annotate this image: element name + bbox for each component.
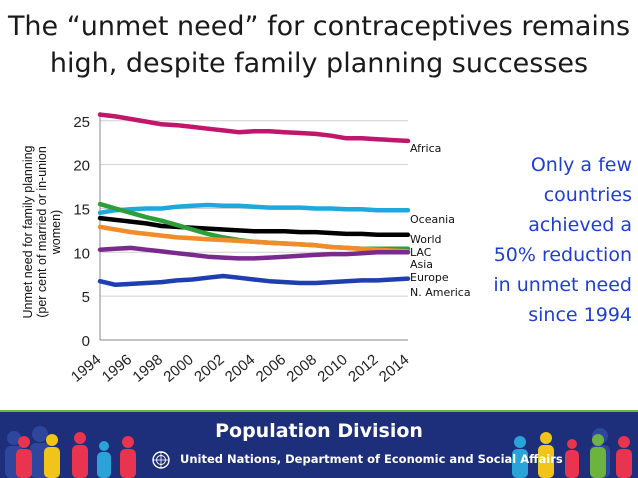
x-tick-label-2008: 2008 <box>284 351 320 385</box>
series-line-oceania <box>97 202 411 216</box>
callout-line-3: achieved a <box>528 214 632 236</box>
chart-axes: 0510152025199419961998200020022004200620… <box>68 112 412 386</box>
people-figures-decoration <box>5 426 632 478</box>
x-tick-label-2002: 2002 <box>191 351 227 385</box>
slide-title: The “unmet need” for contraceptives rema… <box>0 8 638 82</box>
x-tick-label-2006: 2006 <box>253 351 289 385</box>
y-tick-label-15: 15 <box>73 201 90 218</box>
slide-title-line-1: The “unmet need” for contraceptives rema… <box>7 11 631 42</box>
y-axis-title: Unmet need for family planning(per cent … <box>21 145 63 318</box>
callout-line-1: Only a few <box>530 154 632 176</box>
series-label-africa: Africa <box>410 142 441 155</box>
callout-line-6: since 1994 <box>528 304 632 326</box>
footer-banner <box>0 412 638 478</box>
y-tick-label-20: 20 <box>73 158 90 175</box>
y-axis-title-line-3: women) <box>49 210 63 255</box>
x-tick-label-2012: 2012 <box>345 351 381 385</box>
y-tick-label-25: 25 <box>73 114 90 131</box>
slide-title-line-2: high, despite family planning successes <box>49 48 589 79</box>
y-axis-title-line-2: (per cent of married or in-union <box>35 146 49 318</box>
y-tick-label-10: 10 <box>73 245 90 262</box>
x-tick-label-2010: 2010 <box>314 351 350 385</box>
series-line-africa <box>97 112 411 144</box>
x-tick-label-1998: 1998 <box>130 351 166 385</box>
x-tick-label-1996: 1996 <box>99 351 135 385</box>
callout-line-5: in unmet need <box>493 274 632 296</box>
unmet-need-line-chart: 0510152025199419961998200020022004200620… <box>21 112 471 386</box>
series-label-n-america: N. America <box>410 286 471 299</box>
callout-line-4: 50% reduction <box>493 244 632 266</box>
series-label-world: World <box>410 233 442 246</box>
x-tick-label-2004: 2004 <box>222 351 258 385</box>
series-label-lac: LAC <box>410 246 432 259</box>
y-tick-label-0: 0 <box>82 333 90 350</box>
chart-series <box>97 112 411 288</box>
series-line-n-america <box>97 273 411 288</box>
chart-y-axis-title: Unmet need for family planning(per cent … <box>21 145 63 318</box>
x-tick-label-2000: 2000 <box>160 351 196 385</box>
un-emblem-icon <box>152 451 170 469</box>
series-label-oceania: Oceania <box>410 213 455 226</box>
x-tick-label-2014: 2014 <box>376 351 412 385</box>
footer-title: Population Division <box>215 420 423 442</box>
x-tick-label-1994: 1994 <box>68 351 104 385</box>
y-tick-label-5: 5 <box>82 289 90 306</box>
series-label-asia: Asia <box>410 258 433 271</box>
y-axis-title-line-1: Unmet need for family planning <box>21 145 35 318</box>
footer-subtitle: United Nations, Department of Economic a… <box>180 452 563 466</box>
series-line-asia <box>97 224 411 254</box>
series-line-world <box>97 215 411 238</box>
series-label-europe: Europe <box>410 271 449 284</box>
series-line-europe <box>97 245 411 261</box>
callout-text: Only a few countries achieved a 50% redu… <box>478 150 632 330</box>
callout-line-2: countries <box>543 184 632 206</box>
